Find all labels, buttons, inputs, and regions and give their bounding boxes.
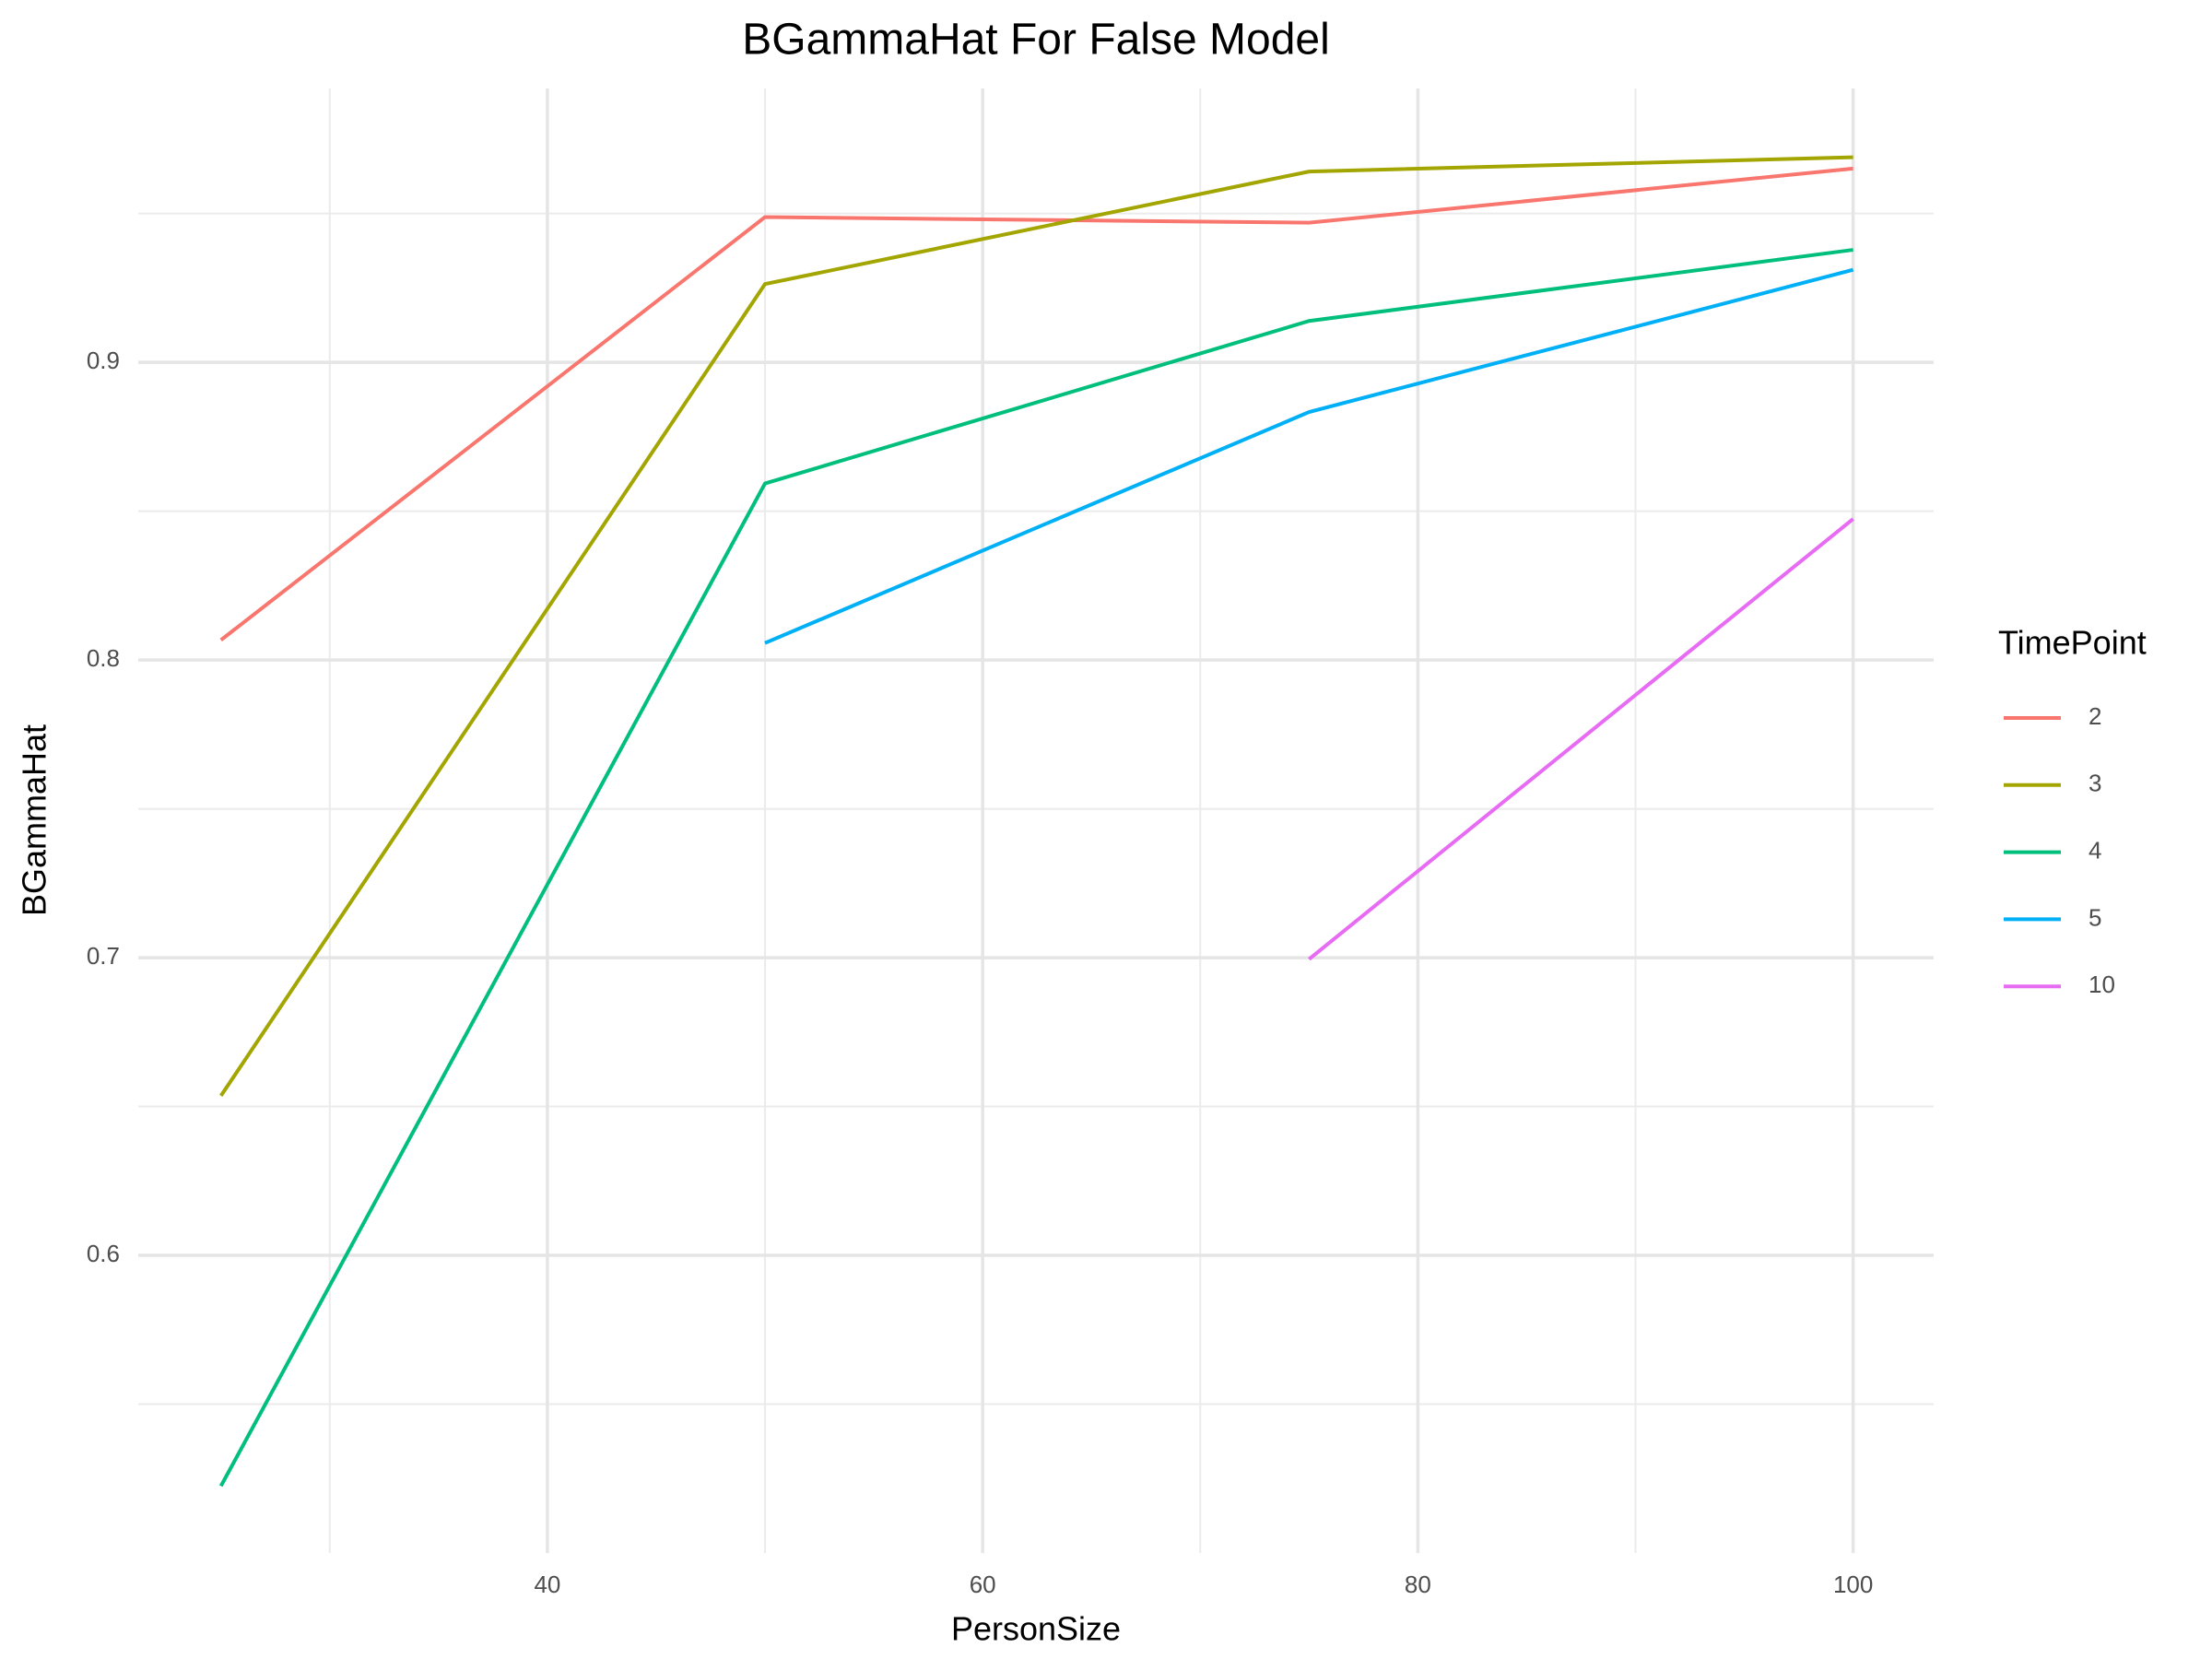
x-tick-label: 80	[1405, 1571, 1431, 1598]
legend-label: 3	[2088, 770, 2101, 797]
y-tick-label: 0.8	[87, 644, 120, 672]
x-tick-label: 60	[970, 1571, 996, 1598]
series-line	[764, 267, 1854, 645]
series-line	[219, 155, 1853, 1098]
y-tick-label: 0.7	[87, 942, 120, 970]
legend-title: TimePoint	[1998, 624, 2147, 662]
legend-label: 10	[2088, 971, 2115, 998]
x-tick-label: 100	[1833, 1571, 1873, 1598]
series-line	[218, 248, 1853, 1488]
y-tick-label: 0.9	[87, 347, 120, 374]
y-tick-label: 0.6	[87, 1240, 120, 1267]
x-axis-title: PersonSize	[951, 1610, 1121, 1648]
x-tick-label: 40	[534, 1571, 560, 1598]
legend-label: 2	[2088, 702, 2101, 730]
legend-label: 4	[2088, 836, 2101, 864]
legend-label: 5	[2088, 903, 2101, 931]
chart-title: BGammaHat For False Model	[742, 16, 1330, 65]
y-axis-title: BGammaHat	[16, 724, 53, 916]
series-line	[1308, 517, 1854, 961]
series-line	[219, 166, 1853, 642]
